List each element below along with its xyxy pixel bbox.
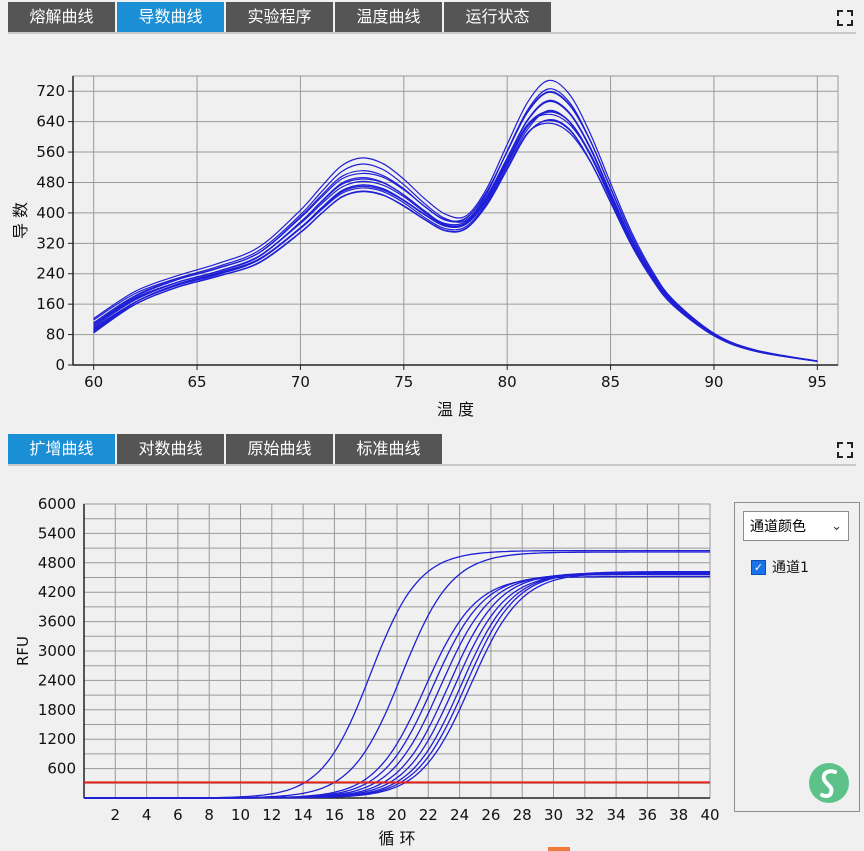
y-tick-label: 640 <box>36 113 65 131</box>
bottom-tab-2[interactable]: 原始曲线 <box>226 434 333 464</box>
y-tick-label: 0 <box>55 356 65 374</box>
bottom-tab-divider <box>8 464 856 466</box>
series-line <box>93 79 818 362</box>
x-axis-label: 循 环 <box>378 829 415 846</box>
app-logo-icon <box>809 763 849 803</box>
y-axis-label: 导 数 <box>11 202 30 239</box>
y-tick-label: 480 <box>36 173 65 191</box>
top-tab-3[interactable]: 温度曲线 <box>335 2 442 32</box>
x-tick-label: 28 <box>513 806 532 824</box>
top-tab-0[interactable]: 熔解曲线 <box>8 2 115 32</box>
x-tick-label: 65 <box>188 373 207 391</box>
x-axis-label: 温 度 <box>437 400 474 419</box>
bottom-tab-0[interactable]: 扩增曲线 <box>8 434 115 464</box>
x-tick-label: 36 <box>638 806 657 824</box>
x-tick-label: 30 <box>544 806 563 824</box>
y-tick-label: 400 <box>36 204 65 222</box>
x-tick-label: 38 <box>669 806 688 824</box>
x-tick-label: 12 <box>262 806 281 824</box>
y-axis-label: RFU <box>14 636 32 666</box>
expand-icon[interactable] <box>836 441 854 459</box>
top-tab-1[interactable]: 导数曲线 <box>117 2 224 32</box>
series-line <box>93 91 818 362</box>
y-tick-label: 4200 <box>38 583 76 601</box>
x-tick-label: 16 <box>325 806 344 824</box>
derivative-chart: 60 65 70 75 80 85 90 95 0 80 160 240 320 400 480 560 640… <box>11 75 839 419</box>
y-tick-label: 600 <box>47 760 76 778</box>
x-tick-label: 95 <box>808 373 827 391</box>
series-line <box>93 119 818 362</box>
y-tick-label: 5400 <box>38 524 76 542</box>
channel-label: 通道1 <box>772 560 809 576</box>
x-tick-label: 90 <box>704 373 723 391</box>
top-tab-2[interactable]: 实验程序 <box>226 2 333 32</box>
y-tick-label: 80 <box>46 326 65 344</box>
y-tick-label: 1200 <box>38 730 76 748</box>
x-tick-label: 26 <box>481 806 500 824</box>
x-tick-label: 24 <box>450 806 469 824</box>
x-tick-label: 14 <box>294 806 313 824</box>
bottom-tab-3[interactable]: 标准曲线 <box>335 434 442 464</box>
x-tick-label: 10 <box>231 806 250 824</box>
y-tick-label: 160 <box>36 295 65 313</box>
series-line <box>93 110 818 362</box>
x-tick-label: 80 <box>498 373 517 391</box>
amplification-chart: 2 4 6 8 10 12 14 16 18 20 22 24 26 28 30 32 34 36 38 406001… <box>14 495 720 846</box>
top-tab-strip: 熔解曲线 导数曲线 实验程序 温度曲线 运行状态 <box>8 2 553 34</box>
amplification-series-line <box>84 571 710 799</box>
x-tick-label: 8 <box>204 806 214 824</box>
x-tick-label: 75 <box>394 373 413 391</box>
x-tick-label: 40 <box>700 806 719 824</box>
top-tab-bar: 熔解曲线 导数曲线 实验程序 温度曲线 运行状态 <box>0 0 864 34</box>
orange-marker <box>548 847 570 851</box>
x-tick-label: 85 <box>601 373 620 391</box>
x-tick-label: 34 <box>607 806 626 824</box>
x-tick-label: 4 <box>142 806 152 824</box>
checkbox-icon[interactable]: ✓ <box>751 559 766 575</box>
bottom-tab-1[interactable]: 对数曲线 <box>117 434 224 464</box>
y-tick-label: 560 <box>36 143 65 161</box>
y-tick-label: 1800 <box>38 701 76 719</box>
x-tick-label: 32 <box>575 806 594 824</box>
channel-1-toggle[interactable]: ✓ 通道1 <box>751 557 809 577</box>
legend-panel: 通道颜色 ⌄ ✓ 通道1 <box>734 502 860 812</box>
y-tick-label: 2400 <box>38 671 76 689</box>
y-tick-label: 4800 <box>38 554 76 572</box>
y-tick-label: 6000 <box>38 495 76 513</box>
bottom-tab-bar: 扩增曲线 对数曲线 原始曲线 标准曲线 <box>0 432 864 466</box>
x-tick-label: 60 <box>84 373 103 391</box>
chevron-down-icon: ⌄ <box>831 519 842 534</box>
y-tick-label: 3600 <box>38 613 76 631</box>
x-tick-label: 22 <box>419 806 438 824</box>
x-tick-label: 20 <box>387 806 406 824</box>
y-tick-label: 320 <box>36 234 65 252</box>
expand-icon[interactable] <box>836 9 854 27</box>
x-tick-label: 2 <box>111 806 121 824</box>
status-strip <box>0 846 864 851</box>
top-tab-4[interactable]: 运行状态 <box>444 2 551 32</box>
x-tick-label: 70 <box>291 373 310 391</box>
y-tick-label: 3000 <box>38 642 76 660</box>
x-tick-label: 18 <box>356 806 375 824</box>
y-tick-label: 720 <box>36 82 65 100</box>
color-mode-select[interactable]: 通道颜色 ⌄ <box>743 511 849 541</box>
top-tab-divider <box>8 32 856 34</box>
x-tick-label: 6 <box>173 806 183 824</box>
y-tick-label: 240 <box>36 265 65 283</box>
color-mode-value: 通道颜色 <box>750 519 806 535</box>
bottom-tab-strip: 扩增曲线 对数曲线 原始曲线 标准曲线 <box>8 434 444 466</box>
